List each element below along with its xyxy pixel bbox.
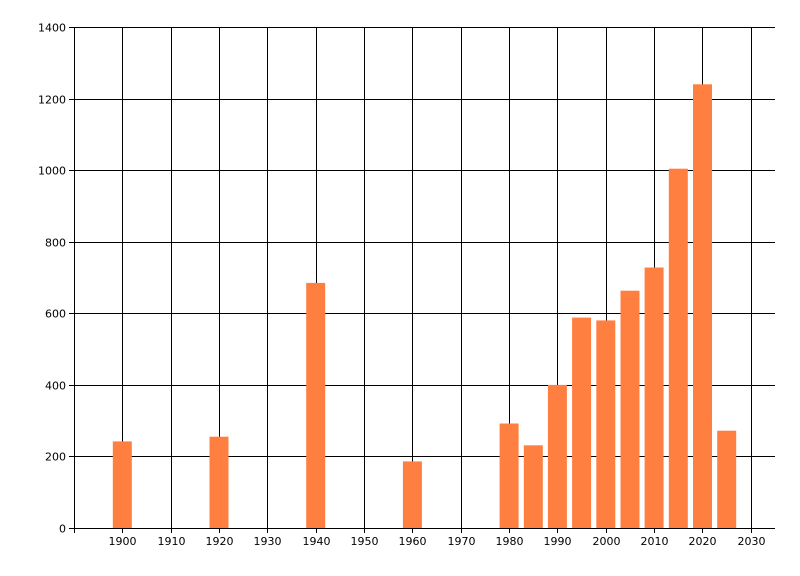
bars bbox=[112, 84, 737, 529]
x-tick-label: 1920 bbox=[206, 535, 234, 548]
axes bbox=[69, 27, 775, 533]
x-tick-label: 2000 bbox=[593, 535, 621, 548]
x-tick-label: 1900 bbox=[109, 535, 137, 548]
x-tick-label: 1940 bbox=[303, 535, 331, 548]
grid-lines bbox=[74, 27, 775, 528]
bar bbox=[572, 317, 592, 528]
bar bbox=[668, 168, 688, 528]
y-tick-label: 400 bbox=[45, 380, 66, 393]
x-tick-label: 1930 bbox=[254, 535, 282, 548]
x-tick-label: 2030 bbox=[738, 535, 766, 548]
y-tick-label: 1400 bbox=[38, 22, 66, 35]
x-tick-label: 1910 bbox=[158, 535, 186, 548]
bar bbox=[209, 436, 229, 528]
x-tick-label: 1990 bbox=[544, 535, 572, 548]
bar bbox=[693, 84, 712, 529]
y-tick-label: 600 bbox=[45, 308, 66, 321]
bar bbox=[523, 445, 543, 528]
x-tick-label: 1950 bbox=[351, 535, 379, 548]
bar bbox=[717, 430, 737, 528]
bar bbox=[620, 290, 640, 528]
y-tick-label: 200 bbox=[45, 451, 66, 464]
bar bbox=[112, 441, 132, 528]
x-tick-label: 1970 bbox=[448, 535, 476, 548]
x-tick-label: 2010 bbox=[641, 535, 669, 548]
x-tick-label: 1980 bbox=[496, 535, 524, 548]
x-tick-label: 2020 bbox=[689, 535, 717, 548]
y-tick-label: 1000 bbox=[38, 165, 66, 178]
bar bbox=[644, 267, 664, 528]
x-tick-label: 1960 bbox=[399, 535, 427, 548]
bar bbox=[499, 423, 519, 528]
bar bbox=[306, 282, 326, 528]
tick-labels: 0 200 400 600 800 1000 1200 1400 1900 1910 1920 193… bbox=[38, 22, 766, 549]
y-tick-label: 1200 bbox=[38, 94, 66, 107]
y-tick-label: 800 bbox=[45, 237, 66, 250]
bar bbox=[596, 320, 616, 528]
y-tick-label: 0 bbox=[59, 523, 66, 536]
bar bbox=[402, 461, 422, 528]
bar bbox=[547, 384, 567, 528]
